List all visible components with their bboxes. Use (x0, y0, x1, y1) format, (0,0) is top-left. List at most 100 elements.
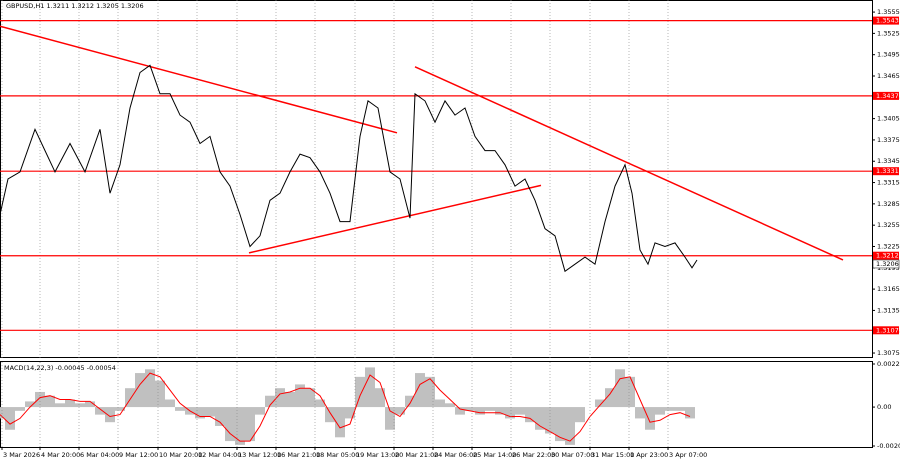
level-label-box (873, 326, 899, 335)
trend-line (0, 25, 398, 134)
level-label: 1.3437 (876, 92, 899, 100)
y-tick-label: 1.3495 (877, 51, 900, 59)
macd-title: MACD(14,22,3) -0.00045 -0.00054 (4, 364, 116, 372)
macd-bar (15, 407, 25, 411)
y-tick-label: 1.3285 (877, 200, 900, 208)
macd-bar (655, 407, 665, 415)
macd-bar (265, 395, 275, 408)
x-tick-label: 4 Mar 20:00 (41, 451, 80, 459)
macd-bar (465, 407, 475, 411)
macd-bar (425, 376, 435, 408)
x-tick-label: 19 Mar 13:00 (356, 451, 399, 459)
x-tick-label: 18 Mar 05:00 (316, 451, 359, 459)
macd-bar (505, 407, 515, 419)
macd-bar (75, 403, 85, 408)
x-tick-label: 20 Mar 21:00 (395, 451, 438, 459)
macd-bar (455, 407, 465, 415)
macd-bar (635, 407, 645, 419)
macd-bar (245, 407, 255, 442)
y-tick-label: 1.3225 (877, 242, 900, 250)
macd-bar (165, 399, 175, 408)
macd-bar (355, 376, 365, 408)
y-tick-label: 0.00228 (877, 360, 900, 368)
macd-bar (0, 407, 5, 419)
signal-line (0, 372, 691, 442)
level-label-box (873, 167, 899, 176)
macd-bar (45, 395, 55, 408)
macd-bar (435, 399, 445, 408)
macd-bar (135, 373, 145, 408)
macd-bar (145, 369, 155, 408)
y-tick-label: 1.3075 (877, 349, 900, 357)
y-tick-label: 0.00 (877, 403, 891, 411)
chart-title: GBPUSD,H1 1.3211 1.3212 1.3205 1.3206 (6, 2, 144, 10)
macd-bar (95, 407, 105, 415)
x-tick-label: 30 Mar 07:00 (551, 451, 594, 459)
y-tick-label: 1.3345 (877, 157, 900, 165)
macd-bar (615, 369, 625, 408)
y-tick-label: 1.3405 (877, 115, 900, 123)
current-price-box (872, 259, 900, 269)
macd-bar (155, 380, 165, 408)
macd-bar (545, 407, 555, 434)
macd-bar (685, 407, 695, 419)
x-tick-label: 9 Mar 12:00 (119, 451, 158, 459)
x-tick-label: 25 Mar 14:00 (473, 451, 516, 459)
macd-bar (105, 407, 115, 423)
x-tick-label: 12 Mar 04:00 (198, 451, 241, 459)
macd-bar (555, 407, 565, 442)
macd-bar (25, 401, 35, 408)
macd-bar (305, 388, 315, 408)
macd-bar (235, 407, 245, 445)
y-tick-label: 1.3555 (877, 8, 900, 16)
x-tick-label: 26 Mar 22:00 (512, 451, 555, 459)
level-label-box (873, 251, 899, 260)
y-tick-label: 1.3315 (877, 179, 900, 187)
macd-bar (575, 407, 585, 423)
macd-bar (175, 407, 185, 411)
macd-bar (415, 373, 425, 408)
macd-bar (525, 407, 535, 423)
x-tick-label: 24 Mar 06:00 (434, 451, 477, 459)
macd-bar (565, 407, 575, 445)
macd-bar (385, 407, 395, 430)
x-tick-label: 6 Mar 04:00 (80, 451, 119, 459)
trend-line (248, 184, 542, 254)
macd-bar (55, 403, 65, 408)
macd-bar (475, 407, 485, 415)
macd-bar (195, 407, 205, 419)
y-tick-label: -0.00206 (877, 442, 900, 450)
y-tick-label: 1.3375 (877, 136, 900, 144)
macd-bar (665, 407, 675, 411)
macd-bar (485, 407, 495, 411)
y-tick-label: 1.3255 (877, 221, 900, 229)
x-tick-label: 13 Mar 12:00 (238, 451, 281, 459)
level-label-box (873, 16, 899, 25)
macd-bar (35, 391, 45, 408)
y-tick-label: 1.3165 (877, 285, 900, 293)
macd-bar (285, 391, 295, 408)
macd-bar (225, 407, 235, 442)
y-tick-label: 1.3135 (877, 306, 900, 314)
macd-bar (405, 395, 415, 408)
x-tick-label: 3 Mar 2026 (3, 451, 40, 459)
macd-bar (625, 376, 635, 408)
macd-bar (275, 388, 285, 408)
macd-bar (395, 407, 405, 415)
price-line (0, 64, 698, 273)
macd-bar (675, 407, 685, 411)
y-tick-label: 1.3525 (877, 29, 900, 37)
macd-bar (85, 401, 95, 408)
macd-bar (605, 388, 615, 408)
level-label-box (873, 91, 899, 100)
macd-bar (595, 399, 605, 408)
x-tick-label: 16 Mar 21:00 (277, 451, 320, 459)
macd-bar (335, 407, 345, 438)
level-label: 1.3543 (876, 17, 899, 25)
macd-bar (375, 388, 385, 408)
level-label: 1.3212 (876, 252, 899, 260)
level-label: 1.3331 (876, 167, 899, 175)
level-label: 1.3107 (876, 326, 899, 334)
macd-bar (5, 407, 15, 430)
macd-bar (115, 407, 125, 411)
